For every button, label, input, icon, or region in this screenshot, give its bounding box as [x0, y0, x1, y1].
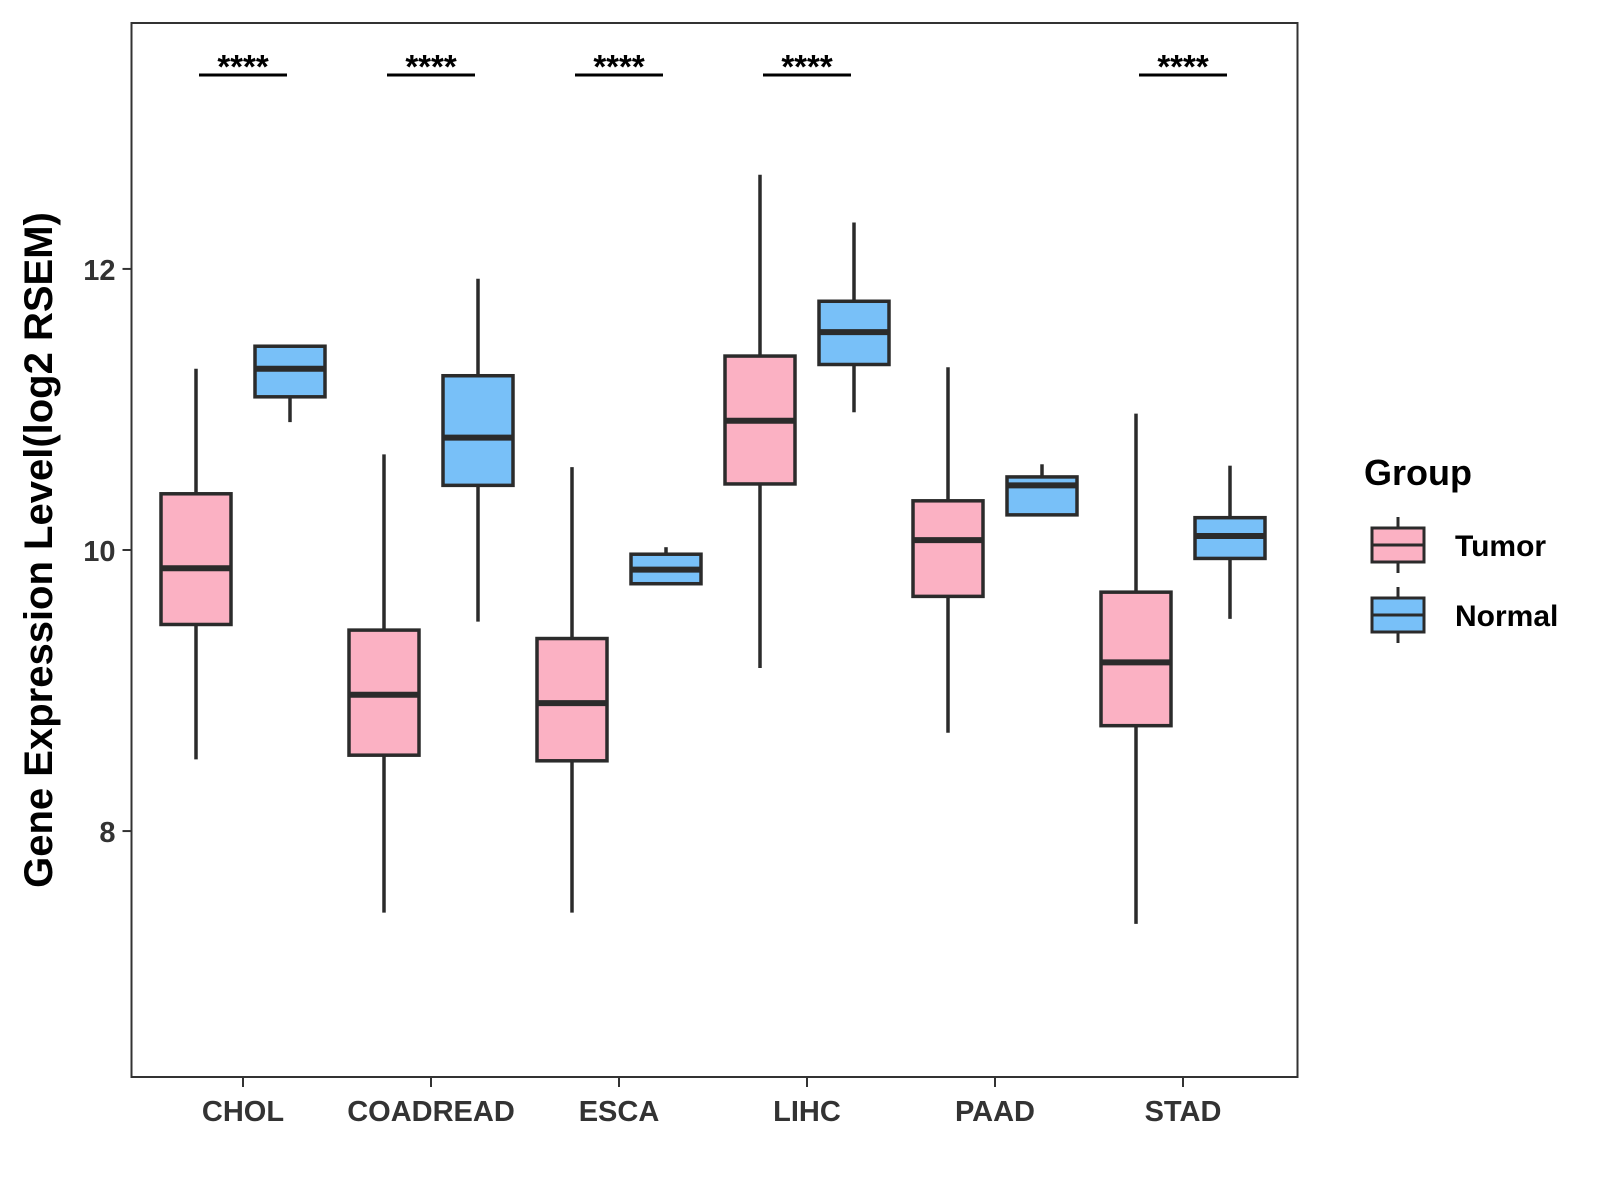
box-normal-chol [253, 344, 327, 423]
x-tick-label-esca: ESCA [579, 1096, 660, 1128]
significance-label: **** [405, 48, 457, 85]
x-tick-label-lihc: LIHC [773, 1096, 841, 1128]
box-tumor-esca [535, 467, 609, 913]
y-axis-title: Gene Expression Level(log2 RSEM) [17, 212, 61, 888]
box-tumor-paad [911, 367, 985, 733]
x-tick-label-coadread: COADREAD [347, 1096, 515, 1128]
legend-key-normal [1370, 587, 1426, 643]
box-normal-paad [1005, 464, 1079, 517]
box-body [911, 499, 985, 599]
box-body [1099, 590, 1173, 728]
y-tick-label: 8 [99, 817, 115, 849]
x-tick-label-stad: STAD [1145, 1096, 1222, 1128]
box-body [535, 636, 609, 763]
box-normal-coadread [441, 278, 515, 622]
significance-label: **** [593, 48, 645, 85]
box-tumor-stad [1099, 413, 1173, 924]
y-tick-label: 10 [83, 536, 115, 568]
box-body [159, 492, 233, 627]
plot-panel-border [130, 22, 1299, 1078]
significance-label: **** [217, 48, 269, 85]
x-tick-label-chol: CHOL [202, 1096, 284, 1128]
significance-label: **** [781, 48, 833, 85]
box-body [441, 373, 515, 488]
significance-label: **** [1157, 48, 1209, 85]
box-tumor-lihc [723, 174, 797, 669]
x-tick-label-paad: PAAD [955, 1096, 1035, 1128]
y-tick-label: 12 [83, 255, 115, 287]
box-normal-esca [629, 547, 703, 586]
legend: Group Tumor Normal [1364, 452, 1558, 643]
box-normal-lihc [817, 222, 891, 413]
legend-label-normal: Normal [1455, 600, 1558, 633]
box-tumor-chol [159, 368, 233, 760]
legend-label-tumor: Tumor [1455, 530, 1546, 563]
legend-title: Group [1364, 452, 1472, 493]
legend-key-tumor [1370, 517, 1426, 573]
box-tumor-coadread [347, 454, 421, 913]
box-normal-stad [1193, 465, 1267, 619]
